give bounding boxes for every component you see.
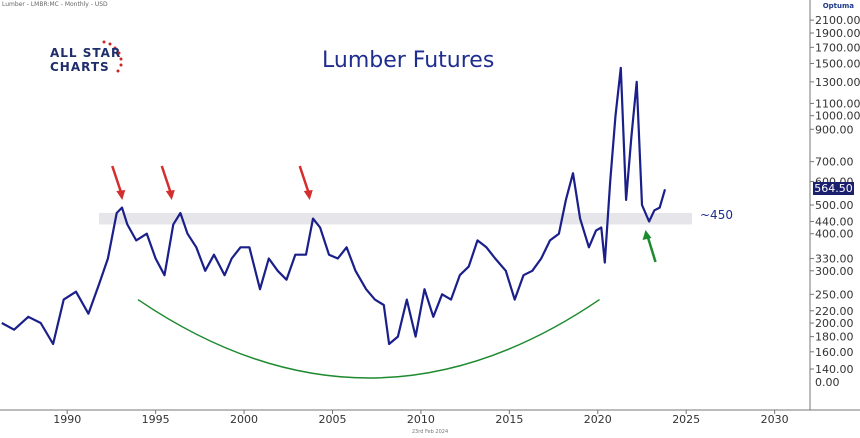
zone-annotation: ~450	[700, 208, 733, 222]
y-tick-label: 0.00	[815, 376, 840, 389]
y-tick-label: 1000.00	[815, 110, 860, 123]
y-tick-label: 300.00	[815, 265, 854, 278]
price-series-line	[1, 66, 667, 346]
y-tick-label: 700.00	[815, 156, 854, 169]
y-tick-label: 440.00	[815, 215, 854, 228]
y-tick-label: 900.00	[815, 123, 854, 136]
footer-date: 23rd Feb 2024	[411, 429, 449, 435]
y-tick-label: 2100.00	[815, 14, 860, 27]
y-tick-label: 180.00	[815, 331, 854, 344]
y-tick-label: 140.00	[815, 363, 854, 376]
brand-label: Optuma	[822, 2, 854, 10]
support-zone	[99, 212, 692, 225]
green-arrow-shaft	[646, 235, 657, 263]
logo-line1: ALL STAR	[50, 46, 122, 60]
y-tick-label: 1100.00	[815, 97, 860, 110]
star-arc-icon	[102, 40, 123, 73]
x-tick-label: 2005	[318, 413, 346, 426]
red-arrow-head	[116, 190, 126, 200]
logo-line2: CHARTS	[50, 60, 110, 74]
y-tick-label: 200.00	[815, 317, 854, 330]
y-tick-label: 400.00	[815, 228, 854, 241]
y-tick-label: 1500.00	[815, 57, 860, 70]
x-tick-label: 2025	[672, 413, 700, 426]
y-tick-label: 220.00	[815, 305, 854, 318]
y-tick-label: 1700.00	[815, 41, 860, 54]
x-tick-label: 2000	[230, 413, 258, 426]
rounding-bottom-arc	[137, 298, 600, 379]
red-arrow-head	[165, 190, 175, 200]
last-value-badge: 564.50	[813, 182, 854, 195]
green-arrow-head	[642, 230, 652, 240]
x-tick-label: 2020	[584, 413, 612, 426]
y-tick-label: 250.00	[815, 288, 854, 301]
y-tick-label: 330.00	[815, 253, 854, 266]
y-tick-label: 500.00	[815, 199, 854, 212]
all-star-charts-logo: ALL STAR CHARTS	[44, 38, 134, 80]
y-tick-label: 1300.00	[815, 76, 860, 89]
chart-header-label: Lumber - LMBR:MC - Monthly - USD	[2, 1, 108, 8]
x-tick-label: 1995	[142, 413, 170, 426]
x-tick-label: 2015	[495, 413, 523, 426]
chart-title: Lumber Futures	[322, 48, 495, 73]
x-tick-label: 2010	[407, 413, 435, 426]
x-tick-label: 1990	[53, 413, 81, 426]
red-arrow-head	[303, 190, 313, 200]
y-tick-label: 1900.00	[815, 27, 860, 40]
x-tick-label: 2030	[761, 413, 789, 426]
y-tick-label: 160.00	[815, 346, 854, 359]
